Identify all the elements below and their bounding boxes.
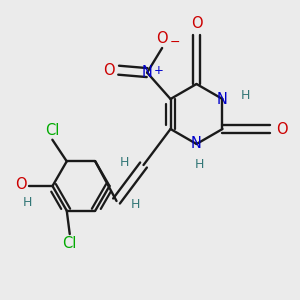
Text: H: H [120, 155, 129, 169]
Text: N: N [191, 136, 202, 152]
Text: H: H [131, 197, 140, 211]
Text: −: − [169, 35, 180, 49]
Text: O: O [191, 16, 202, 32]
Text: H: H [22, 196, 32, 209]
Text: Cl: Cl [45, 123, 59, 138]
Text: +: + [154, 64, 164, 77]
Text: N: N [142, 65, 153, 80]
Text: H: H [195, 158, 204, 171]
Text: O: O [15, 177, 27, 192]
Text: N: N [217, 92, 228, 106]
Text: H: H [241, 89, 250, 103]
Text: O: O [156, 31, 168, 46]
Text: Cl: Cl [63, 236, 77, 251]
Text: O: O [103, 63, 115, 78]
Text: O: O [276, 122, 287, 136]
